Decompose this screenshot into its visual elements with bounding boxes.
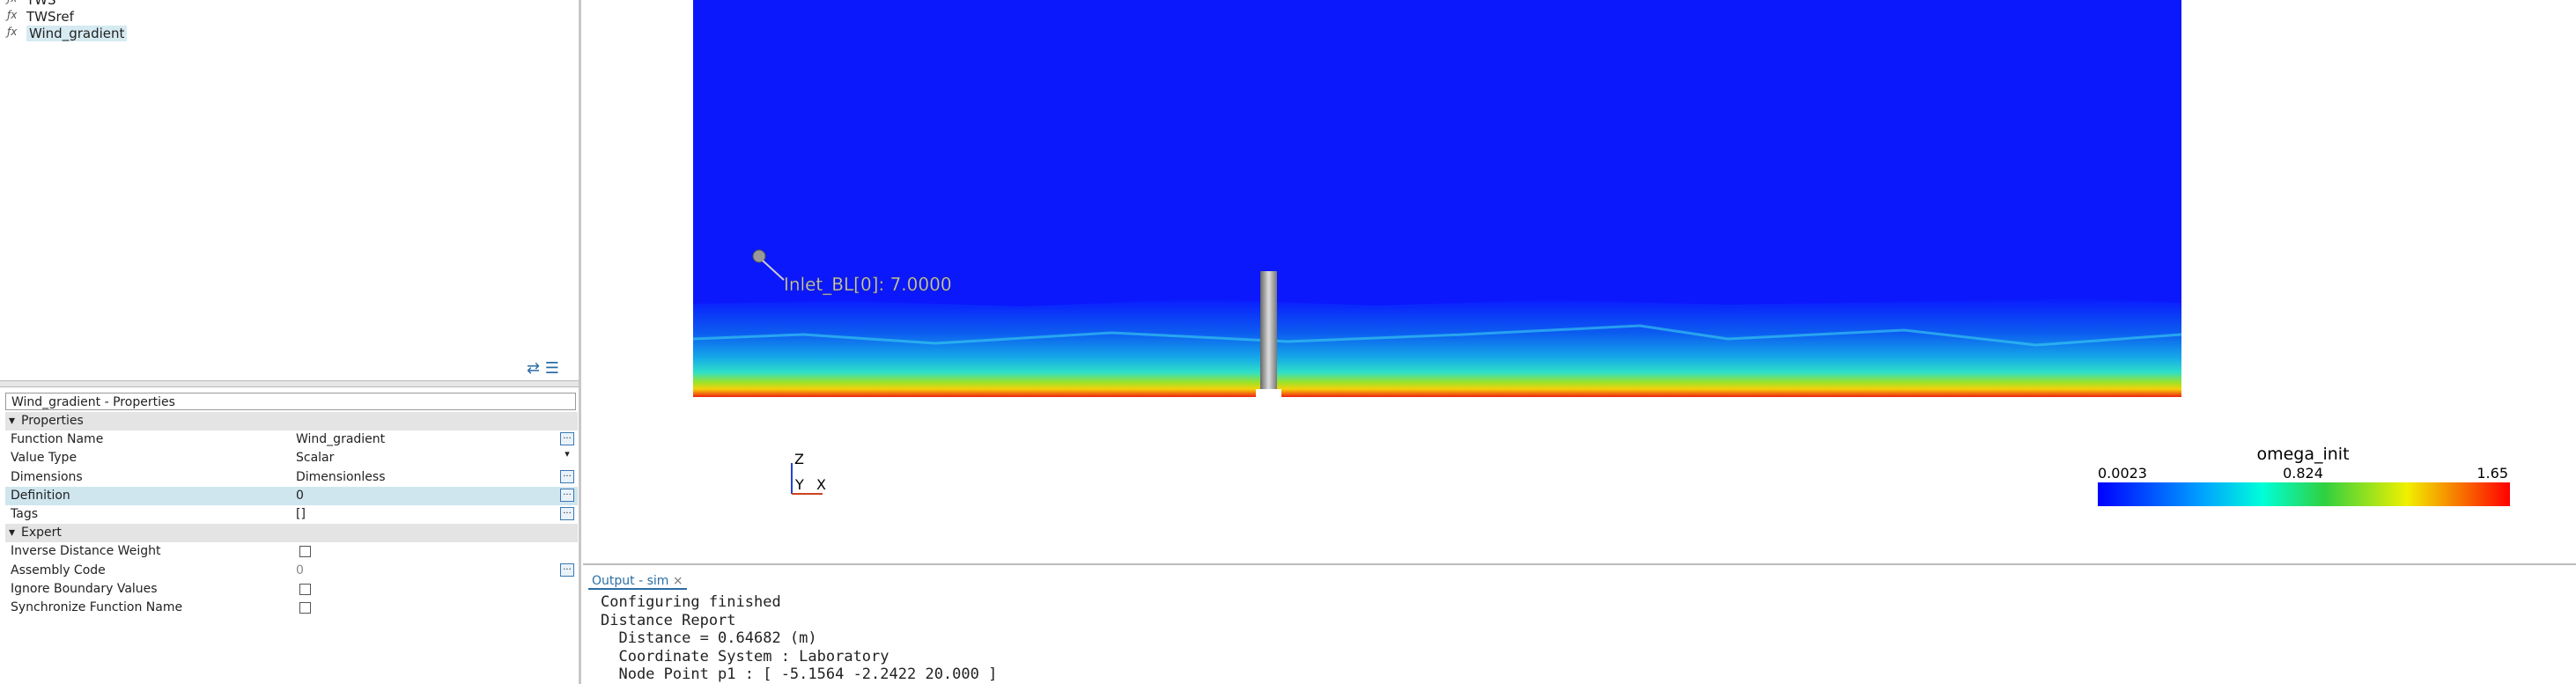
probe-leader bbox=[762, 260, 785, 281]
tree-item-label: TWSref bbox=[26, 9, 74, 25]
properties-title: Wind_gradient - Properties bbox=[5, 393, 576, 410]
function-icon: ƒx bbox=[7, 9, 18, 21]
console-line: Distance = 0.64682 (m) bbox=[601, 629, 817, 647]
tree-item[interactable]: ƒx Wind_gradient bbox=[7, 26, 128, 41]
property-name: Value Type bbox=[11, 451, 78, 466]
legend-min: 0.0023 bbox=[2098, 465, 2147, 482]
output-tab[interactable]: Output - sim × bbox=[588, 574, 687, 590]
console-line: Distance Report bbox=[601, 611, 736, 629]
tree-item[interactable]: ƒx TWSref bbox=[7, 9, 74, 25]
checkbox[interactable] bbox=[299, 583, 311, 595]
left-panel: ƒx TWS ƒx TWSref ƒx Wind_gradient ⇄ ☰ Wind_gr… bbox=[0, 0, 581, 684]
property-value: 0 bbox=[296, 488, 304, 503]
section-label: Properties bbox=[21, 414, 84, 428]
section-header[interactable]: ▾ Expert bbox=[5, 524, 578, 543]
checkbox[interactable] bbox=[299, 546, 311, 558]
property-name: Synchronize Function Name bbox=[11, 600, 183, 614]
property-name: Tags bbox=[11, 507, 38, 521]
property-name: Inverse Distance Weight bbox=[11, 544, 161, 559]
tab-label: Output - sim bbox=[592, 574, 669, 588]
tree-item-label: TWS bbox=[26, 0, 56, 8]
console-line: Coordinate System : Laboratory bbox=[601, 647, 889, 666]
toolbar-icons[interactable]: ⇄ ☰ bbox=[527, 359, 559, 378]
property-row[interactable]: Function Name Wind_gradient... bbox=[5, 430, 578, 449]
legend-max: 1.65 bbox=[2476, 465, 2508, 482]
edit-button[interactable]: ... bbox=[560, 469, 574, 483]
property-row[interactable]: Assembly Code 0... bbox=[5, 562, 578, 580]
property-name: Ignore Boundary Values bbox=[11, 581, 158, 596]
console-line: Node Point p1 : [ -5.1564 -2.2422 20.000… bbox=[601, 666, 998, 683]
property-row[interactable]: Inverse Distance Weight bbox=[5, 542, 578, 561]
property-row[interactable]: Ignore Boundary Values bbox=[5, 580, 578, 599]
property-name: Dimensions bbox=[11, 469, 83, 484]
boundary-layer bbox=[693, 298, 2181, 397]
section-label: Expert bbox=[21, 526, 62, 541]
tower bbox=[1260, 271, 1277, 389]
property-value: [] bbox=[296, 507, 306, 521]
property-value: Dimensionless bbox=[296, 469, 386, 484]
probe-label: Inlet_BL[0]: 7.0000 bbox=[784, 274, 952, 295]
property-value: Wind_gradient bbox=[296, 432, 386, 447]
edit-button[interactable]: ... bbox=[560, 488, 574, 502]
function-icon: ƒx bbox=[7, 0, 17, 4]
section-label: ▾ bbox=[9, 526, 16, 541]
tree-item-label: Wind_gradient bbox=[26, 26, 128, 41]
axis-y-label: Y bbox=[794, 476, 804, 493]
viewport: Inlet_BL[0]: 7.0000 Z Y X omega_init 0.0… bbox=[583, 0, 2576, 565]
legend-mid: 0.824 bbox=[2283, 465, 2323, 482]
edit-button[interactable]: ... bbox=[560, 563, 574, 577]
console-line: Configuring finished bbox=[601, 593, 781, 611]
property-value: 0 bbox=[296, 563, 304, 577]
edit-button[interactable]: ... bbox=[560, 507, 574, 520]
axis-z-label: Z bbox=[794, 451, 804, 467]
tower-base bbox=[1256, 389, 1281, 398]
edit-button[interactable]: ... bbox=[560, 432, 574, 446]
property-row[interactable]: Synchronize Function Name bbox=[5, 599, 578, 617]
property-name: Assembly Code bbox=[11, 563, 106, 577]
dropdown-arrow[interactable]: ▾ bbox=[565, 448, 570, 460]
tree-item[interactable]: ƒx TWS bbox=[7, 0, 56, 8]
property-row[interactable]: Definition 0... bbox=[5, 486, 578, 505]
function-icon: ƒx bbox=[7, 26, 18, 38]
property-row[interactable]: Dimensions Dimensionless... bbox=[5, 468, 578, 487]
axis-x-label: X bbox=[816, 476, 826, 493]
legend-title: omega_init bbox=[2256, 445, 2349, 464]
checkbox[interactable] bbox=[299, 602, 311, 614]
probe bbox=[752, 249, 766, 263]
property-value: Scalar bbox=[296, 451, 335, 466]
splitter[interactable] bbox=[0, 380, 579, 387]
property-row[interactable]: Value Type Scalar ▾ bbox=[5, 449, 578, 467]
property-row[interactable]: Tags []... bbox=[5, 505, 578, 524]
property-name: Function Name bbox=[11, 432, 104, 447]
section-header[interactable]: ▾ Properties bbox=[5, 412, 578, 430]
output-panel: Output - sim × Configuring finished Dista… bbox=[583, 572, 2576, 684]
color-bar bbox=[2098, 482, 2510, 506]
contour bbox=[692, 324, 2182, 347]
section-label: ▾ bbox=[9, 414, 16, 428]
scene: Inlet_BL[0]: 7.0000 Z Y X omega_init 0.0… bbox=[692, 0, 2510, 506]
property-name: Definition bbox=[11, 488, 70, 503]
